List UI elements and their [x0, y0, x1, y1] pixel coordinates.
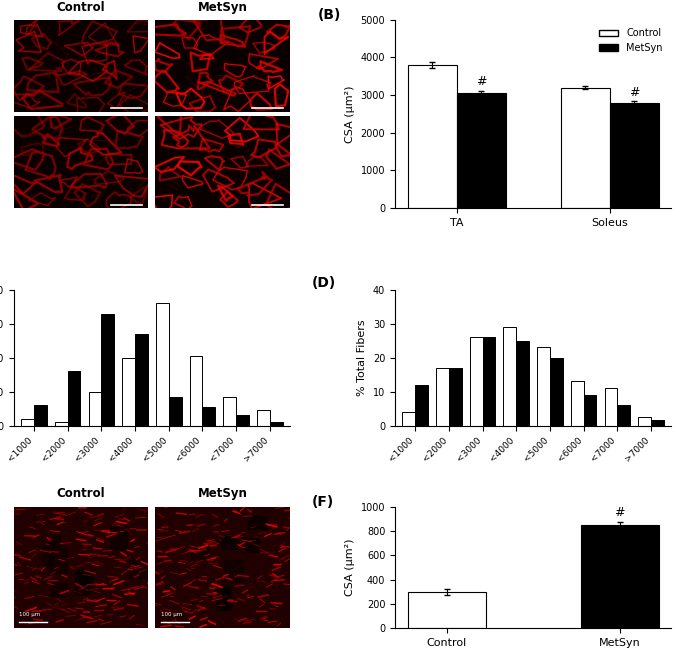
Bar — [101, 313, 114, 426]
Polygon shape — [110, 525, 127, 549]
Bar — [223, 397, 236, 426]
Bar — [408, 592, 486, 628]
Polygon shape — [129, 560, 149, 578]
Bar — [571, 381, 584, 426]
Bar — [415, 385, 428, 426]
Bar — [550, 358, 563, 426]
Legend: Control, MetSyn: Control, MetSyn — [595, 24, 667, 57]
Text: Control: Control — [57, 487, 105, 500]
Bar — [88, 392, 101, 426]
Text: #: # — [629, 86, 640, 99]
Bar — [617, 405, 630, 426]
Bar — [483, 337, 495, 426]
Y-axis label: CSA (μm²): CSA (μm²) — [345, 85, 355, 143]
Polygon shape — [75, 572, 89, 594]
Bar — [457, 93, 506, 208]
Bar — [470, 337, 483, 426]
Text: 100 μm: 100 μm — [160, 612, 182, 617]
Bar — [270, 422, 283, 426]
Bar — [537, 347, 550, 426]
Bar — [202, 407, 215, 426]
Y-axis label: % Total Fibers: % Total Fibers — [358, 319, 367, 396]
Text: Control: Control — [57, 1, 105, 14]
Bar — [651, 421, 664, 426]
Bar — [436, 368, 449, 426]
Polygon shape — [191, 547, 209, 558]
Polygon shape — [49, 549, 66, 573]
Polygon shape — [42, 543, 52, 565]
Polygon shape — [242, 538, 259, 552]
Polygon shape — [216, 536, 231, 543]
Text: 100 μm: 100 μm — [19, 612, 40, 617]
Bar — [408, 65, 457, 208]
Bar — [638, 417, 651, 426]
Bar — [402, 412, 415, 426]
Text: #: # — [614, 506, 625, 519]
Bar — [156, 303, 169, 426]
Polygon shape — [223, 588, 231, 610]
Text: (D): (D) — [312, 276, 336, 290]
Bar — [516, 341, 529, 426]
Bar — [55, 422, 68, 426]
Bar — [584, 395, 597, 426]
Text: (F): (F) — [312, 495, 334, 509]
Bar — [610, 103, 659, 208]
Bar — [561, 88, 610, 208]
Text: #: # — [476, 75, 486, 88]
Bar — [34, 405, 47, 426]
Polygon shape — [247, 516, 267, 529]
Text: MetSyn: MetSyn — [198, 487, 247, 500]
Polygon shape — [79, 570, 92, 590]
Bar — [236, 415, 249, 426]
Polygon shape — [216, 586, 229, 610]
Polygon shape — [53, 535, 60, 549]
Bar — [449, 368, 462, 426]
Y-axis label: CSA (μm²): CSA (μm²) — [345, 539, 356, 596]
Bar — [21, 419, 34, 426]
Bar — [122, 358, 135, 426]
Polygon shape — [223, 536, 237, 549]
Bar — [503, 327, 516, 426]
Bar — [68, 371, 80, 426]
Polygon shape — [224, 560, 242, 582]
Bar — [257, 410, 270, 426]
Bar — [605, 388, 617, 426]
Bar — [581, 525, 659, 628]
Bar — [135, 334, 148, 426]
Text: MetSyn: MetSyn — [198, 1, 247, 14]
Bar — [169, 397, 182, 426]
Bar — [190, 356, 202, 426]
Text: (B): (B) — [318, 9, 341, 22]
Polygon shape — [51, 583, 67, 596]
